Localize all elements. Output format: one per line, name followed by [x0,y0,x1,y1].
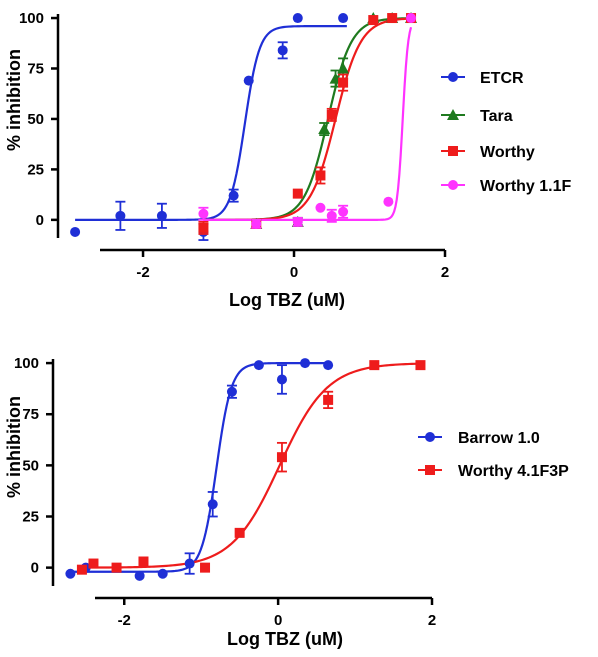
legend-label-tara: Tara [480,108,513,125]
legend-label-barrow-1-0: Barrow 1.0 [458,430,540,447]
data-point-etcr [228,190,239,201]
data-point-etcr [292,13,303,24]
data-point-barrow-1-0 [184,558,195,569]
data-point-worthy-1-1f [292,216,303,227]
legend-label-worthy-1-1f: Worthy 1.1F [480,178,572,195]
bottom-y-tick-label: 100 [14,355,39,372]
data-point-barrow-1-0 [276,374,287,385]
chart-top-y-axis-label: % inhibition [4,49,24,151]
chart-bottom-legend: Barrow 1.0 Worthy 4.1F3P [418,430,569,480]
chart-bottom: 0 25 50 75 100 -2 0 2 Log TBZ (uM) % inhibition… [4,355,569,649]
top-y-tick-label: 25 [27,161,44,178]
top-x-tick-label: -2 [136,264,149,281]
data-point-barrow-1-0 [207,499,218,510]
legend-label-worthy: Worthy [480,144,535,161]
data-point-worthy-4-1f3p [234,527,245,538]
data-point-worthy-1-1f [251,218,262,229]
data-point-worthy [315,170,326,181]
fit-curve-worthy-1-1f [203,26,413,221]
data-point-etcr [243,75,254,86]
data-point-worthy-1-1f [383,196,394,207]
data-point-etcr [277,45,288,56]
legend-item-barrow-1-0: Barrow 1.0 [418,430,540,447]
chart-bottom-fits [70,361,421,573]
chart-bottom-y-axis-label: % inhibition [4,396,24,498]
chart-top-marks [70,12,418,241]
data-point-worthy-1-1f [198,208,209,219]
bottom-x-tick-label: 0 [274,612,282,629]
legend-label-etcr: ETCR [480,70,524,87]
data-point-barrow-1-0 [226,386,237,397]
bottom-x-tick-label: 2 [428,612,436,629]
data-point-worthy-4-1f3p [200,562,211,573]
top-x-tick-label: 2 [441,264,449,281]
data-point-etcr [70,226,81,237]
data-point-worthy [292,188,303,199]
chart-top-tick-labels: 0 25 50 75 100 -2 0 2 [19,10,449,281]
data-point-tara [318,123,331,135]
data-point-barrow-1-0 [65,568,76,579]
data-point-tara [337,62,350,74]
data-point-worthy-4-1f3p [111,562,122,573]
top-y-tick-label: 0 [36,212,44,229]
bottom-y-tick-label: 25 [22,509,39,526]
fit-curve-worthy-4-1f3p [81,362,421,569]
legend-item-worthy: Worthy [441,144,535,161]
chart-bottom-marks [65,358,426,581]
chart-top-fits [75,17,413,221]
top-x-tick-label: 0 [290,264,298,281]
bottom-x-tick-label: -2 [118,612,131,629]
chart-bottom-axes [46,359,434,605]
fit-curve-barrow-1-0 [70,361,329,573]
chart-top-legend: ETCR Tara Worthy Worthy 1.1F [441,70,572,195]
chart-bottom-tick-labels: 0 25 50 75 100 -2 0 2 [14,355,436,629]
data-point-barrow-1-0 [300,358,311,369]
data-point-worthy [368,15,379,26]
data-point-worthy-4-1f3p [138,556,149,567]
data-point-worthy-4-1f3p [415,360,426,371]
data-point-worthy-4-1f3p [76,564,87,575]
data-point-etcr [156,210,167,221]
chart-top: 0 25 50 75 100 -2 0 2 Log TBZ (uM) % inhibition… [4,10,572,310]
legend-label-worthy-4-1f3p: Worthy 4.1F3P [458,463,569,480]
bottom-y-tick-label: 50 [22,457,39,474]
data-point-worthy-4-1f3p [276,452,287,463]
data-point-worthy [326,109,337,120]
data-point-barrow-1-0 [323,360,334,371]
legend-item-etcr: ETCR [441,70,524,87]
chart-top-axes [51,14,447,257]
data-point-worthy-4-1f3p [369,360,380,371]
chart-bottom-x-axis-label: Log TBZ (uM) [227,629,343,649]
data-point-worthy-1-1f [338,206,349,217]
data-point-worthy-4-1f3p [88,558,99,569]
bottom-y-tick-label: 0 [31,560,39,577]
data-point-etcr [338,13,349,24]
data-point-worthy [387,13,398,24]
top-y-tick-label: 50 [27,111,44,128]
top-y-tick-label: 75 [27,60,44,77]
top-y-tick-label: 100 [19,10,44,27]
data-point-worthy [338,77,349,88]
data-point-worthy-4-1f3p [323,394,334,405]
data-point-worthy-1-1f [326,210,337,221]
legend-item-tara: Tara [441,108,513,125]
data-point-barrow-1-0 [134,570,145,581]
bottom-y-tick-label: 75 [22,406,39,423]
legend-item-worthy-4-1f3p: Worthy 4.1F3P [418,463,569,480]
legend-item-worthy-1-1f: Worthy 1.1F [441,178,572,195]
data-point-barrow-1-0 [157,568,168,579]
data-point-worthy [198,222,209,233]
data-point-worthy-1-1f [406,13,417,24]
data-point-barrow-1-0 [253,360,264,371]
data-point-worthy-1-1f [315,202,326,213]
chart-top-x-axis-label: Log TBZ (uM) [229,290,345,310]
data-point-etcr [115,210,126,221]
